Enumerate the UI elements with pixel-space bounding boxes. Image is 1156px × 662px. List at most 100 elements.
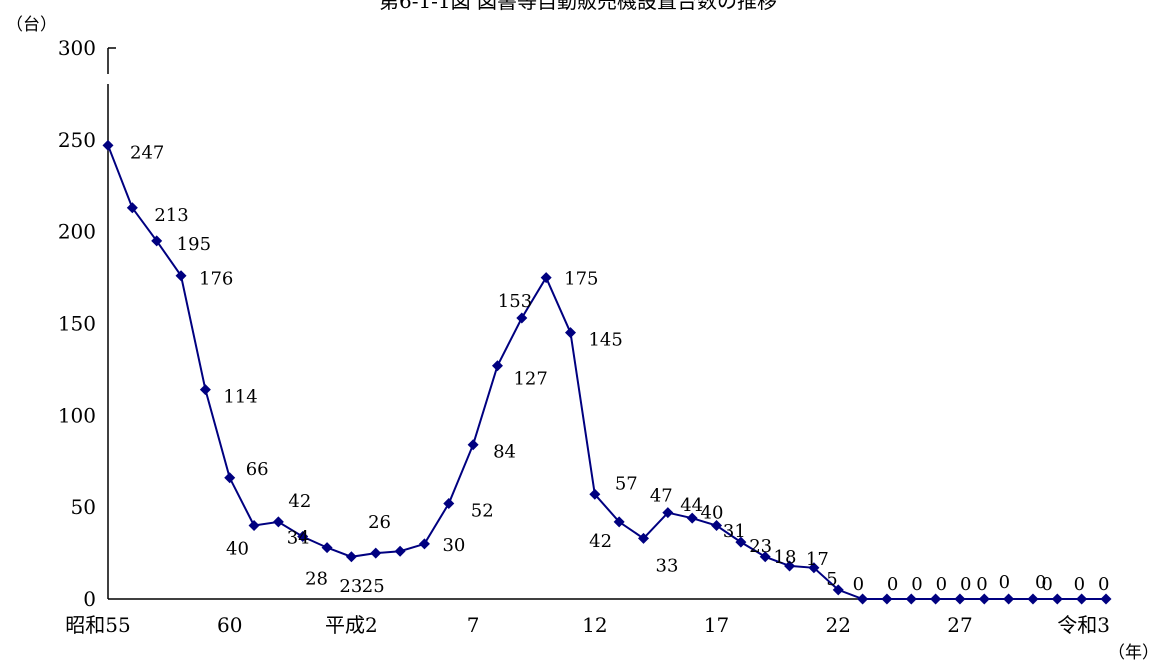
x-tick-label: 60 bbox=[217, 613, 242, 637]
data-point bbox=[199, 384, 211, 396]
x-tick-label: 平成2 bbox=[325, 613, 378, 637]
data-label: 25 bbox=[362, 576, 385, 597]
data-point bbox=[686, 512, 698, 524]
data-point bbox=[1051, 593, 1063, 605]
x-unit-label: （年） bbox=[1108, 643, 1156, 662]
data-label: 127 bbox=[513, 369, 547, 390]
y-tick-label: 100 bbox=[58, 403, 96, 427]
data-label: 17 bbox=[806, 549, 829, 570]
y-tick-label: 0 bbox=[83, 587, 96, 611]
data-point bbox=[443, 497, 455, 509]
data-label: 247 bbox=[130, 142, 164, 163]
data-point bbox=[564, 327, 576, 339]
data-point bbox=[589, 488, 601, 500]
x-tick-labels: 昭和55 60 平成2 7 12 17 22 27 令和3 bbox=[65, 613, 1110, 637]
data-point bbox=[272, 516, 284, 528]
data-label: 44 bbox=[680, 495, 703, 516]
data-label: 175 bbox=[564, 269, 598, 290]
data-label: 52 bbox=[471, 500, 494, 521]
data-point bbox=[954, 593, 966, 605]
data-label: 0 bbox=[999, 572, 1010, 593]
data-point bbox=[321, 542, 333, 554]
data-label: 5 bbox=[826, 569, 837, 590]
y-tick-label: 50 bbox=[71, 495, 96, 519]
data-point bbox=[345, 551, 357, 563]
x-tick-label: 令和3 bbox=[1057, 613, 1110, 637]
y-tick-label: 200 bbox=[58, 220, 96, 244]
data-label: 114 bbox=[223, 387, 257, 408]
y-tick-label: 250 bbox=[58, 128, 96, 152]
data-point bbox=[297, 531, 309, 543]
data-point bbox=[102, 139, 114, 151]
data-label: 42 bbox=[589, 531, 612, 552]
x-tick-label: 12 bbox=[582, 613, 607, 637]
data-label: 57 bbox=[615, 473, 638, 494]
data-label: 0 bbox=[960, 574, 971, 595]
data-point bbox=[418, 538, 430, 550]
data-point bbox=[784, 560, 796, 572]
data-point bbox=[711, 520, 723, 532]
data-point bbox=[662, 507, 674, 519]
data-point bbox=[930, 593, 942, 605]
data-label: 26 bbox=[368, 512, 391, 533]
data-point bbox=[516, 312, 528, 324]
data-label: 40 bbox=[701, 503, 724, 524]
data-label: 30 bbox=[442, 535, 465, 556]
data-label: 0 bbox=[976, 574, 987, 595]
data-point bbox=[613, 516, 625, 528]
data-label: 153 bbox=[498, 291, 532, 312]
data-label: 195 bbox=[177, 234, 211, 255]
data-label: 23 bbox=[749, 536, 772, 557]
y-tick-label: 150 bbox=[58, 312, 96, 336]
data-point bbox=[978, 593, 990, 605]
data-point bbox=[905, 593, 917, 605]
data-point bbox=[881, 593, 893, 605]
data-point bbox=[832, 584, 844, 596]
x-tick-label: 22 bbox=[826, 613, 851, 637]
data-point bbox=[370, 547, 382, 559]
data-label: 0 bbox=[1098, 574, 1109, 595]
data-label: 145 bbox=[588, 330, 622, 351]
data-point bbox=[540, 272, 552, 284]
data-label: 0 bbox=[1041, 574, 1052, 595]
data-label: 176 bbox=[199, 269, 233, 290]
data-point bbox=[467, 439, 479, 451]
axis-break-mark bbox=[103, 74, 113, 84]
x-tick-label: 7 bbox=[467, 613, 480, 637]
data-label: 66 bbox=[246, 459, 269, 480]
series bbox=[102, 139, 1112, 605]
data-point bbox=[224, 472, 236, 484]
data-label: 213 bbox=[154, 205, 188, 226]
data-label: 34 bbox=[287, 528, 310, 549]
data-label: 18 bbox=[774, 547, 797, 568]
data-point bbox=[759, 551, 771, 563]
data-point bbox=[175, 270, 187, 282]
data-label: 0 bbox=[936, 574, 947, 595]
data-point bbox=[638, 532, 650, 544]
data-point bbox=[151, 235, 163, 247]
data-label: 0 bbox=[1035, 572, 1046, 593]
data-point bbox=[857, 593, 869, 605]
data-label: 0 bbox=[887, 574, 898, 595]
data-label: 33 bbox=[656, 555, 679, 576]
x-tick-label: 昭和55 bbox=[65, 613, 130, 637]
data-point bbox=[491, 360, 503, 372]
data-label: 0 bbox=[1074, 574, 1085, 595]
y-unit-label: （台） bbox=[6, 15, 57, 35]
data-label: 28 bbox=[305, 569, 328, 590]
data-label: 31 bbox=[723, 521, 746, 542]
data-point bbox=[808, 562, 820, 574]
data-label: 0 bbox=[911, 574, 922, 595]
y-tick-label: 300 bbox=[58, 36, 96, 60]
data-label: 42 bbox=[288, 491, 311, 512]
chart-title: 第6-1-1図 図書等自動販売機設置台数の推移 bbox=[379, 0, 777, 13]
data-point bbox=[1076, 593, 1088, 605]
y-tick-labels: 0 50 100 150 200 250 300 bbox=[58, 36, 96, 611]
data-point bbox=[1003, 593, 1015, 605]
data-point bbox=[1100, 593, 1112, 605]
x-tick-label: 17 bbox=[704, 613, 729, 637]
axes bbox=[103, 47, 1110, 600]
data-label: 23 bbox=[339, 576, 362, 597]
